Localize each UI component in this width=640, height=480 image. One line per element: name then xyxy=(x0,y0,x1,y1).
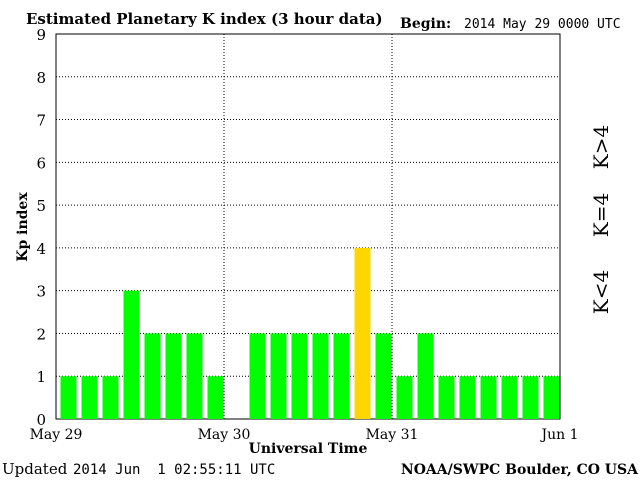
chart-title: Estimated Planetary K index (3 hour data… xyxy=(26,10,383,28)
kp-bar xyxy=(291,333,308,419)
kp-bar xyxy=(60,376,77,419)
x-axis-label: Universal Time xyxy=(249,441,368,457)
legend-k-equal-4: K=4 xyxy=(589,193,613,237)
x-tick-label: May 30 xyxy=(198,427,251,443)
kp-bar xyxy=(333,333,350,419)
kp-bar xyxy=(249,333,266,419)
y-tick-label: 7 xyxy=(36,112,46,130)
kp-bar xyxy=(81,376,98,419)
x-tick-labels: May 29 May 30 May 31 Jun 1 xyxy=(30,427,579,443)
begin-label: Begin: xyxy=(400,16,451,32)
kp-bar xyxy=(270,333,287,419)
kp-bar xyxy=(312,333,329,419)
kp-bar xyxy=(522,376,539,419)
x-tick-label: May 31 xyxy=(366,427,419,443)
kp-bar xyxy=(165,333,182,419)
kp-bar xyxy=(123,290,140,419)
y-tick-label: 0 xyxy=(36,411,46,429)
updated-value: 2014 Jun 1 02:55:11 UTC xyxy=(73,462,275,478)
begin-value: 2014 May 29 0000 UTC xyxy=(464,17,621,32)
kp-bar xyxy=(102,376,119,419)
y-tick-label: 3 xyxy=(36,283,46,301)
legend-k-below-4: K<4 xyxy=(589,270,613,314)
grid-lines xyxy=(56,34,560,419)
legend-k-above-4: K>4 xyxy=(589,125,613,169)
y-axis-label: Kp index xyxy=(15,192,31,262)
x-tick-label: May 29 xyxy=(30,427,83,443)
y-tick-label: 4 xyxy=(36,240,46,258)
kp-bar xyxy=(543,376,560,419)
plot-frame xyxy=(55,33,561,420)
kp-bar xyxy=(459,376,476,419)
source-label: NOAA/SWPC Boulder, CO USA xyxy=(401,462,639,478)
kp-bar xyxy=(144,333,161,419)
kp-bar xyxy=(501,376,518,419)
x-tick-label: Jun 1 xyxy=(539,427,578,443)
kp-bar xyxy=(417,333,434,419)
y-tick-label: 5 xyxy=(36,197,46,215)
kp-bar xyxy=(375,333,392,419)
kp-bar xyxy=(354,247,371,419)
updated-label: Updated xyxy=(2,460,68,478)
y-tick-label: 2 xyxy=(36,325,46,343)
kp-bar xyxy=(396,376,413,419)
kp-bar xyxy=(186,333,203,419)
kp-bar xyxy=(438,376,455,419)
kp-bar xyxy=(480,376,497,419)
kp-bar xyxy=(207,376,224,419)
y-tick-label: 9 xyxy=(36,26,46,44)
y-tick-label: 6 xyxy=(36,154,46,172)
y-tick-labels: 0 1 2 3 4 5 6 7 8 9 xyxy=(36,26,46,429)
bars xyxy=(60,247,560,419)
y-tick-label: 8 xyxy=(36,69,46,87)
y-tick-label: 1 xyxy=(36,368,46,386)
